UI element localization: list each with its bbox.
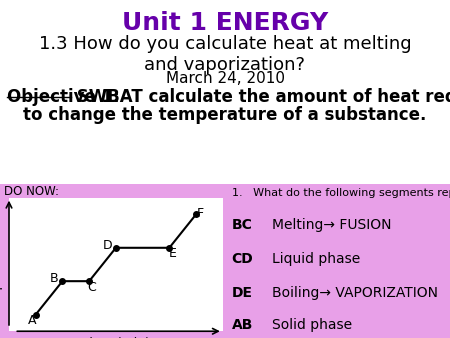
Text: E: E bbox=[169, 247, 176, 260]
Text: Unit 1 ENERGY: Unit 1 ENERGY bbox=[122, 11, 328, 35]
Text: BC: BC bbox=[232, 218, 252, 232]
Text: Objective 1:: Objective 1: bbox=[7, 88, 120, 106]
X-axis label: Time (min): Time (min) bbox=[82, 337, 150, 338]
Text: AB: AB bbox=[232, 318, 253, 332]
Text: DO NOW:: DO NOW: bbox=[4, 185, 59, 198]
Text: Liquid phase: Liquid phase bbox=[272, 252, 360, 266]
Text: B: B bbox=[50, 272, 59, 285]
Text: 1.   What do the following segments represent?: 1. What do the following segments repres… bbox=[232, 188, 450, 198]
Text: Solid phase: Solid phase bbox=[272, 318, 352, 332]
Text: F: F bbox=[197, 207, 203, 220]
Text: Melting→ FUSION: Melting→ FUSION bbox=[272, 218, 392, 232]
Text: D: D bbox=[103, 239, 112, 252]
Text: SWBAT calculate the amount of heat required: SWBAT calculate the amount of heat requi… bbox=[71, 88, 450, 106]
Text: Boiling→ VAPORIZATION: Boiling→ VAPORIZATION bbox=[272, 286, 438, 299]
Text: to change the temperature of a substance.: to change the temperature of a substance… bbox=[23, 106, 427, 124]
Text: C: C bbox=[87, 281, 96, 293]
Bar bbox=[0, 184, 450, 338]
Y-axis label: Temperature (K): Temperature (K) bbox=[0, 214, 4, 315]
Text: CD: CD bbox=[232, 252, 253, 266]
Text: March 24, 2010: March 24, 2010 bbox=[166, 71, 284, 86]
Text: A: A bbox=[27, 314, 36, 327]
Text: DE: DE bbox=[232, 286, 253, 299]
Text: 1.3 How do you calculate heat at melting
and vaporization?: 1.3 How do you calculate heat at melting… bbox=[39, 35, 411, 74]
